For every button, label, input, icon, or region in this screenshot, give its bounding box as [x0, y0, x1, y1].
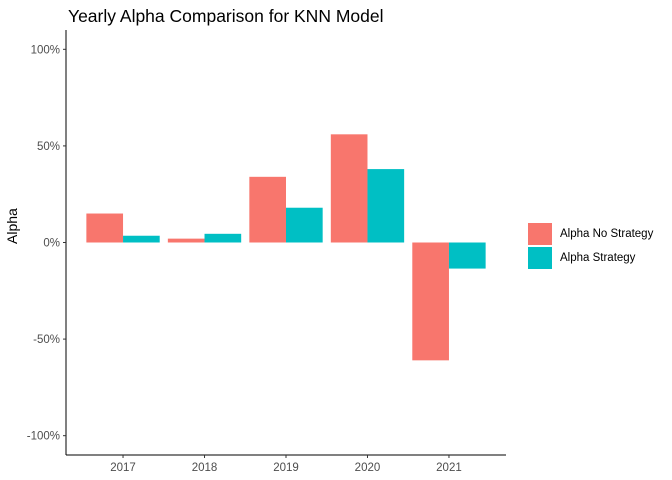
x-tick-label: 2017 — [110, 462, 136, 474]
bar-no-strategy-2017 — [86, 213, 124, 243]
legend-label-no-strategy: Alpha No Strategy — [560, 228, 654, 240]
y-tick-label: 0% — [43, 238, 60, 250]
y-tick-label: -100% — [27, 431, 60, 443]
y-axis: -100% -50% 0% 50% 100% — [27, 30, 67, 455]
legend-key-no-strategy — [528, 223, 552, 245]
legend-key-strategy — [528, 247, 552, 269]
bar-no-strategy-2018 — [167, 238, 205, 243]
x-tick-label: 2018 — [192, 462, 218, 474]
x-tick-label: 2021 — [436, 462, 462, 474]
bar-no-strategy-2021 — [412, 242, 449, 361]
legend-item-strategy: Alpha Strategy — [528, 246, 653, 270]
bar-strategy-2017 — [123, 235, 160, 243]
bar-no-strategy-2020 — [330, 134, 368, 243]
y-tick-label: 50% — [37, 141, 60, 153]
x-tick-label: 2019 — [273, 462, 299, 474]
legend-label-strategy: Alpha Strategy — [560, 252, 636, 264]
bar-strategy-2018 — [204, 233, 242, 243]
bars-layer — [86, 134, 486, 361]
bar-strategy-2020 — [367, 169, 405, 243]
y-tick-label: 100% — [31, 44, 60, 56]
legend-item-no-strategy: Alpha No Strategy — [528, 222, 653, 246]
x-axis: 2017 2018 2019 2020 2021 — [66, 454, 506, 474]
bar-strategy-2019 — [286, 207, 323, 243]
chart-title: Yearly Alpha Comparison for KNN Model — [68, 6, 384, 26]
bar-no-strategy-2019 — [249, 176, 286, 243]
y-tick-label: -50% — [33, 334, 60, 346]
bar-strategy-2021 — [448, 242, 486, 269]
legend: Alpha No Strategy Alpha Strategy — [528, 222, 653, 270]
x-tick-label: 2020 — [355, 462, 381, 474]
